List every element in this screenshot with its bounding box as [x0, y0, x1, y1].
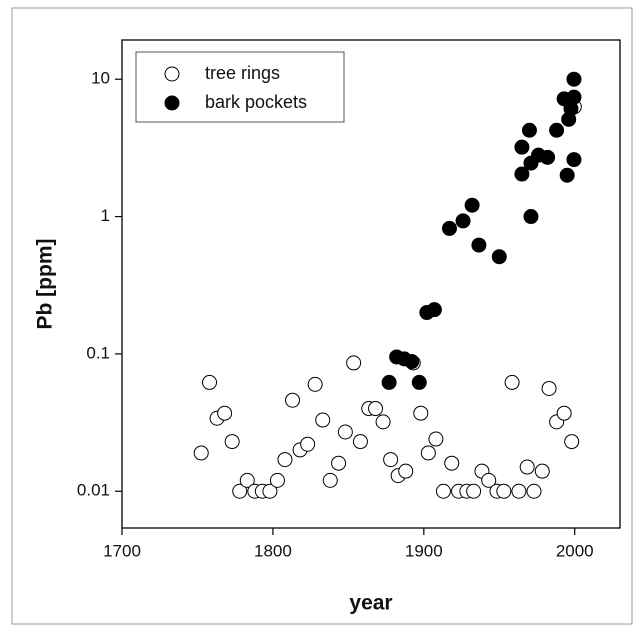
- data-point: [413, 405, 429, 421]
- data-point: [496, 483, 512, 499]
- legend-label: bark pockets: [205, 92, 307, 112]
- data-point: [428, 431, 444, 447]
- data-point: [202, 374, 218, 390]
- data-point: [514, 166, 530, 182]
- data-point: [269, 472, 285, 488]
- data-point: [471, 237, 487, 253]
- data-point: [534, 463, 550, 479]
- data-point: [346, 355, 362, 371]
- x-tick-label: 1800: [254, 541, 292, 560]
- data-point: [315, 412, 331, 428]
- y-tick-label: 10: [91, 69, 110, 88]
- data-point: [337, 424, 353, 440]
- data-point: [322, 472, 338, 488]
- data-point: [564, 434, 580, 450]
- data-point: [224, 434, 240, 450]
- plot-frame: [121, 39, 621, 529]
- data-point: [217, 405, 233, 421]
- data-point: [368, 401, 384, 417]
- data-point: [285, 392, 301, 408]
- x-axis-label: year: [349, 592, 392, 615]
- data-point: [383, 452, 399, 468]
- data-point: [331, 455, 347, 471]
- data-point: [566, 89, 582, 105]
- data-point: [523, 209, 539, 225]
- data-point: [398, 463, 414, 479]
- data-point: [556, 405, 572, 421]
- data-point: [262, 483, 278, 499]
- data-point: [420, 445, 436, 461]
- data-point: [455, 213, 471, 229]
- legend-marker: [164, 95, 180, 111]
- data-point: [435, 483, 451, 499]
- data-point: [300, 436, 316, 452]
- x-tick-label: 2000: [556, 541, 594, 560]
- data-point: [521, 122, 537, 138]
- legend-marker: [164, 66, 180, 82]
- data-point: [526, 483, 542, 499]
- data-point: [549, 122, 565, 138]
- data-point: [411, 374, 427, 390]
- data-point: [491, 249, 507, 265]
- data-point: [277, 452, 293, 468]
- data-point: [504, 374, 520, 390]
- legend-label: tree rings: [205, 63, 280, 83]
- page-frame: [11, 7, 633, 625]
- y-axis-label: Pb [ppm]: [34, 239, 57, 330]
- data-point: [375, 414, 391, 430]
- data-point: [193, 445, 209, 461]
- data-point: [464, 197, 480, 213]
- x-tick-label: 1900: [405, 541, 443, 560]
- data-point: [511, 483, 527, 499]
- data-point: [559, 167, 575, 183]
- data-point: [481, 472, 497, 488]
- data-point: [307, 376, 323, 392]
- data-point: [441, 220, 457, 236]
- x-tick-label: 1700: [103, 541, 141, 560]
- data-point: [540, 149, 556, 165]
- data-point: [426, 302, 442, 318]
- data-point: [444, 455, 460, 471]
- data-point: [466, 483, 482, 499]
- data-point: [519, 459, 535, 475]
- data-point: [239, 472, 255, 488]
- data-point: [514, 139, 530, 155]
- y-tick-label: 0.1: [86, 343, 110, 362]
- data-point: [352, 434, 368, 450]
- data-point: [232, 483, 248, 499]
- y-tick-label: 0.01: [77, 481, 110, 500]
- data-point: [541, 380, 557, 396]
- data-point: [404, 354, 420, 370]
- data-point: [566, 152, 582, 168]
- data-point: [381, 374, 397, 390]
- y-tick-label: 1: [101, 206, 110, 225]
- data-point: [566, 71, 582, 87]
